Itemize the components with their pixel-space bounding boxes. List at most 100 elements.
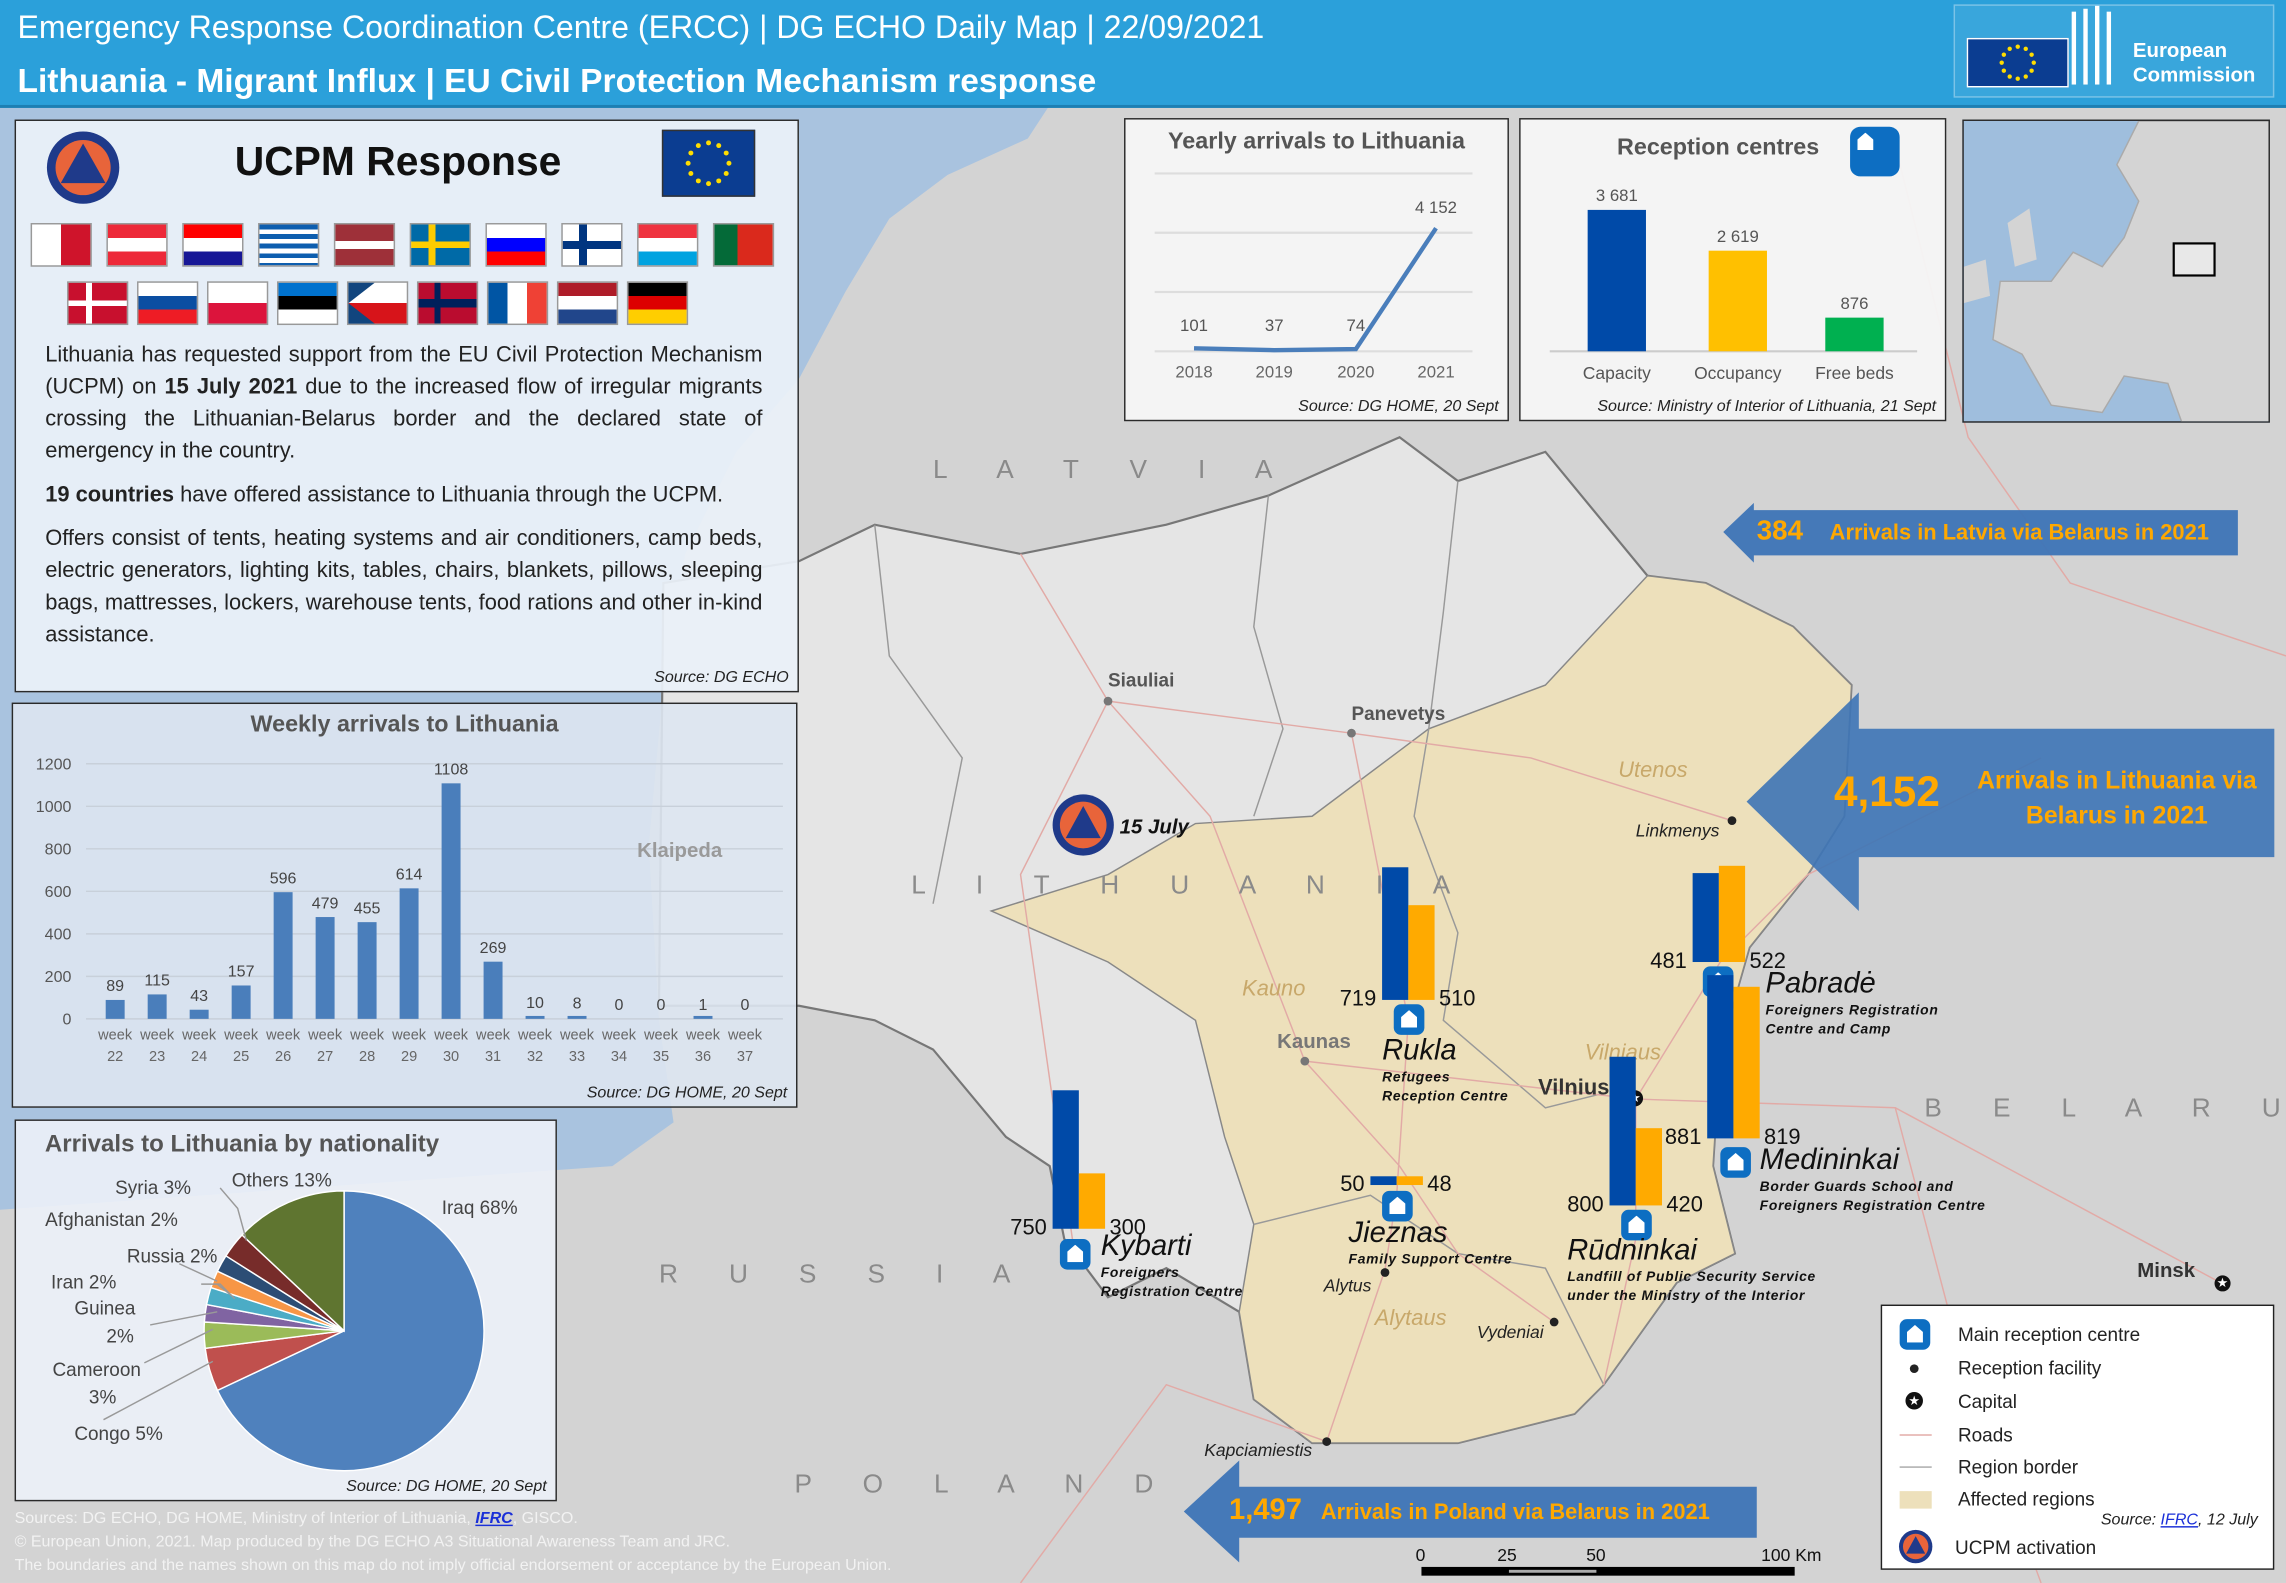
flag-no-icon bbox=[416, 281, 479, 326]
data-label: 479 bbox=[312, 894, 339, 912]
flag-dk-icon bbox=[67, 281, 129, 326]
town-linkmenys: Linkmenys bbox=[1635, 820, 1720, 842]
x-tick-label: week bbox=[559, 1027, 595, 1043]
text: Sources: DG ECHO, DG HOME, Ministry of I… bbox=[14, 1510, 476, 1528]
facility-label: Rūdninkai Landfill of Public Security Ser… bbox=[1567, 1235, 1816, 1306]
facility-label: Pabradė Foreigners Registration Centre and… bbox=[1766, 968, 1939, 1039]
data-label: 596 bbox=[270, 869, 297, 887]
legend-item: UCPM activation bbox=[1955, 1536, 2097, 1559]
town-kapciamiestis: Kapciamiestis bbox=[1204, 1440, 1313, 1461]
eu-star bbox=[716, 178, 722, 184]
slice-label: Iraq 68% bbox=[442, 1198, 518, 1219]
facility-description: Landfill of Public Security Service bbox=[1567, 1269, 1816, 1286]
occupancy-bar bbox=[1396, 1176, 1423, 1186]
eu-star bbox=[2023, 74, 2028, 79]
city-dot bbox=[1300, 1056, 1310, 1066]
eu-star bbox=[726, 160, 732, 166]
x-tick-label: week bbox=[265, 1027, 301, 1043]
x-tick-label: 29 bbox=[401, 1049, 417, 1065]
data-label: 8 bbox=[573, 994, 582, 1012]
bar bbox=[399, 888, 419, 1019]
flag-si-icon bbox=[485, 223, 547, 267]
x-tick-label: 37 bbox=[737, 1049, 753, 1065]
x-tick-label: 31 bbox=[485, 1049, 501, 1065]
occupancy-bar bbox=[1718, 865, 1746, 963]
flag-hr-icon bbox=[182, 223, 244, 267]
x-tick-label: week bbox=[181, 1027, 217, 1043]
legend-item: Region border bbox=[1957, 1456, 2079, 1479]
x-tick-label: 34 bbox=[611, 1049, 627, 1065]
capacity-value: 50 bbox=[1340, 1171, 1365, 1197]
flag-fr-icon bbox=[486, 281, 549, 326]
flag-ee-icon bbox=[277, 281, 339, 326]
data-label: 43 bbox=[190, 987, 208, 1005]
data-label: 3 681 bbox=[1596, 186, 1638, 205]
facility-name: Rūdninkai bbox=[1567, 1234, 1697, 1267]
facility-description: Foreigners Registration Centre bbox=[1759, 1198, 1986, 1215]
ifrc-link[interactable]: IFRC bbox=[475, 1510, 513, 1528]
city-dot bbox=[1347, 728, 1356, 738]
town-vydeniai: Vydeniai bbox=[1476, 1322, 1544, 1343]
eu-star bbox=[2031, 60, 2036, 65]
x-tick-label: Free beds bbox=[1815, 363, 1894, 383]
region-utenos: Utenos bbox=[1618, 757, 1688, 783]
x-tick-label: week bbox=[475, 1027, 511, 1043]
eu-star bbox=[2007, 46, 2012, 51]
facility-description: Refugees bbox=[1382, 1069, 1451, 1086]
x-tick-label: week bbox=[727, 1027, 763, 1043]
capacity-value: 800 bbox=[1567, 1192, 1604, 1218]
data-label: 0 bbox=[615, 996, 624, 1014]
occupancy-value: 48 bbox=[1427, 1171, 1452, 1197]
footer-copyright: © European Union, 2021. Map produced by … bbox=[14, 1533, 731, 1551]
x-tick-label: 2020 bbox=[1337, 363, 1374, 382]
flag-gr-icon bbox=[258, 223, 320, 267]
facility-name: Kybarti bbox=[1100, 1230, 1192, 1263]
scale-label-25: 25 bbox=[1497, 1545, 1517, 1566]
latvia-arrivals-text: Arrivals in Latvia via Belarus in 2021 bbox=[1829, 520, 2209, 546]
x-tick-label: week bbox=[685, 1027, 721, 1043]
ucpm-title: UCPM Response bbox=[234, 138, 562, 184]
paragraph-countries: 19 countries have offered assistance to … bbox=[45, 480, 762, 512]
poland-arrivals-text: Arrivals in Poland via Belarus in 2021 bbox=[1320, 1499, 1710, 1525]
facility-name: Rukla bbox=[1382, 1034, 1457, 1067]
facility-description: under the Ministry of the Interior bbox=[1567, 1288, 1806, 1305]
yearly-chart-title: Yearly arrivals to Lithuania bbox=[1168, 129, 1465, 155]
occupancy-value: 300 bbox=[1109, 1215, 1146, 1241]
x-tick-label: 27 bbox=[317, 1049, 333, 1065]
flag-cz-icon bbox=[346, 281, 409, 326]
x-tick-label: 2019 bbox=[1256, 363, 1293, 382]
capacity-bar bbox=[1707, 975, 1734, 1139]
reception-chart-title: Reception centres bbox=[1617, 135, 1820, 161]
main-reception-centre-icon[interactable] bbox=[1720, 1147, 1751, 1178]
europe-inset-shape bbox=[1963, 120, 2269, 422]
ucpm-logo-icon bbox=[46, 131, 120, 204]
x-tick-label: Occupancy bbox=[1694, 363, 1782, 383]
slice-label: Afghanistan 2% bbox=[45, 1210, 178, 1231]
ifrc-link[interactable]: IFRC bbox=[2160, 1511, 2198, 1530]
flag-at-icon bbox=[106, 223, 168, 267]
bar bbox=[315, 917, 335, 1019]
poland-arrivals-count: 1,497 bbox=[1229, 1494, 1302, 1527]
paragraph-offers: Offers consist of tents, heating systems… bbox=[45, 526, 763, 648]
x-tick-label: 33 bbox=[569, 1049, 585, 1065]
data-label: 101 bbox=[1180, 316, 1208, 335]
capacity-value: 881 bbox=[1664, 1125, 1702, 1151]
countries-count: 19 countries bbox=[45, 482, 175, 508]
reception-facility-dot bbox=[1549, 1317, 1559, 1327]
reception-facility-dot bbox=[1380, 1268, 1390, 1277]
main-reception-centre-icon[interactable] bbox=[1059, 1238, 1091, 1270]
eu-star bbox=[695, 143, 701, 149]
flag-nl-icon bbox=[556, 281, 619, 326]
facility-name: Jieznas bbox=[1348, 1217, 1448, 1250]
facility-description: Foreigners Registration bbox=[1765, 1002, 1939, 1019]
main-reception-centre-icon[interactable] bbox=[1382, 1190, 1413, 1222]
facility-description: Border Guards School and bbox=[1759, 1179, 1954, 1196]
capacity-bar bbox=[1370, 1175, 1397, 1186]
flag-pt-icon bbox=[712, 223, 775, 267]
poland-arrow-shape bbox=[1183, 1460, 1757, 1563]
main-reception-centre-icon[interactable] bbox=[1393, 1004, 1425, 1035]
x-tick-label: week bbox=[601, 1027, 637, 1043]
data-label: 10 bbox=[526, 994, 544, 1012]
main-reception-centre-icon[interactable] bbox=[1621, 1209, 1652, 1241]
weekly-arrivals-panel: Weekly arrivals to Lithuania 0 200 400 600 8… bbox=[11, 702, 798, 1108]
